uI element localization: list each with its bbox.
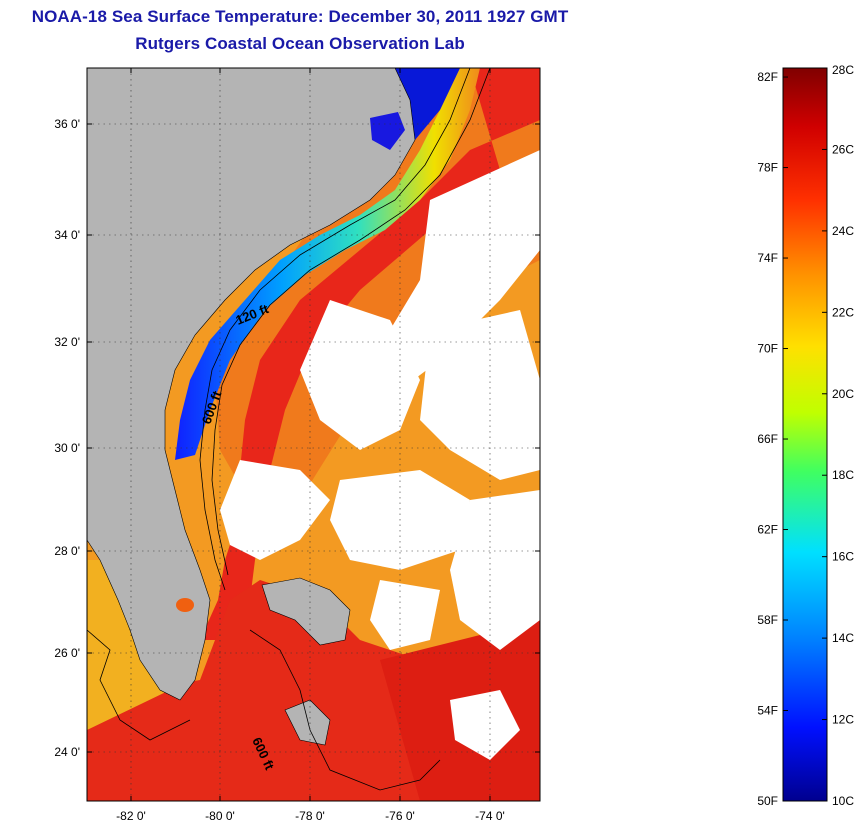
map-panel: 120 ft 600 ft 600 ft	[87, 68, 540, 801]
colorbar-celsius-tick-label: 10C	[832, 794, 854, 808]
colorbar-celsius-tick-label: 12C	[832, 713, 854, 727]
pamlico-sound	[370, 112, 405, 150]
colorbar: 28C 26C 24C 22C 20C 18C 16C 14C 12C 10C 82F 78F 74F…	[757, 63, 854, 808]
cold-coastal-water	[175, 68, 480, 460]
grand-bahama-island	[261, 577, 351, 646]
lat-tick-label: 34 0'	[54, 228, 80, 242]
colorbar-fahrenheit-tick-label: 74F	[757, 251, 778, 265]
gulf-stream	[200, 68, 540, 640]
colorbar-fahrenheit-tick-label: 66F	[757, 432, 778, 446]
graticule	[87, 68, 540, 801]
map-frame	[86, 67, 541, 802]
colorbar-fahrenheit-tick-label: 50F	[757, 794, 778, 808]
bathymetry-contours	[87, 68, 491, 791]
colorbar-celsius-tick-label: 14C	[832, 631, 854, 645]
colorbar-celsius-tick-label: 22C	[832, 305, 854, 319]
colorbar-fahrenheit-tick-label: 54F	[757, 704, 778, 718]
colorbar-fahrenheit-tick-label: 70F	[757, 342, 778, 356]
colorbar-celsius-tick-label: 24C	[832, 224, 854, 238]
colorbar-fahrenheit-tick-label: 78F	[757, 161, 778, 175]
lon-tick-label: -80 0'	[205, 809, 235, 823]
lon-tick-label: -78 0'	[295, 809, 325, 823]
axis-tick-marks	[87, 68, 540, 801]
colorbar-fahrenheit-tick-label: 82F	[757, 70, 778, 84]
lat-tick-label: 36 0'	[54, 117, 80, 131]
colorbar-fahrenheit-tick-label: 58F	[757, 613, 778, 627]
colorbar-celsius-tick-label: 28C	[832, 63, 854, 77]
colorbar-fahrenheit-labels: 82F 78F 74F 70F 66F 62F 58F 54F 50F	[757, 70, 788, 808]
colorbar-fahrenheit-tick-label: 62F	[757, 523, 778, 537]
map-subtitle: Rutgers Coastal Ocean Observation Lab	[135, 34, 465, 53]
lat-tick-label: 26 0'	[54, 646, 80, 660]
colorbar-gradient	[782, 67, 828, 802]
latitude-axis: 36 0' 34 0' 32 0' 30 0' 28 0' 26 0' 24 0…	[54, 117, 80, 759]
lat-tick-label: 24 0'	[54, 745, 80, 759]
lon-tick-label: -82 0'	[116, 809, 146, 823]
gulf-water	[87, 560, 170, 730]
lon-tick-label: -76 0'	[385, 809, 415, 823]
andros-island	[284, 699, 331, 746]
colorbar-celsius-tick-label: 18C	[832, 468, 854, 482]
cloud-cover	[220, 150, 540, 760]
lat-tick-label: 30 0'	[54, 441, 80, 455]
colorbar-celsius-labels: 28C 26C 24C 22C 20C 18C 16C 14C 12C 10C	[822, 63, 854, 808]
colorbar-celsius-tick-label: 20C	[832, 387, 854, 401]
lake-okeechobee	[176, 598, 194, 612]
colorbar-celsius-tick-label: 26C	[832, 142, 854, 156]
map-title: NOAA-18 Sea Surface Temperature: Decembe…	[31, 7, 569, 26]
longitude-axis: -82 0' -80 0' -78 0' -76 0' -74 0'	[116, 809, 505, 823]
colorbar-celsius-tick-label: 16C	[832, 550, 854, 564]
lat-tick-label: 32 0'	[54, 335, 80, 349]
lat-tick-label: 28 0'	[54, 544, 80, 558]
lon-tick-label: -74 0'	[475, 809, 505, 823]
southeast-us-landmass	[87, 68, 416, 701]
